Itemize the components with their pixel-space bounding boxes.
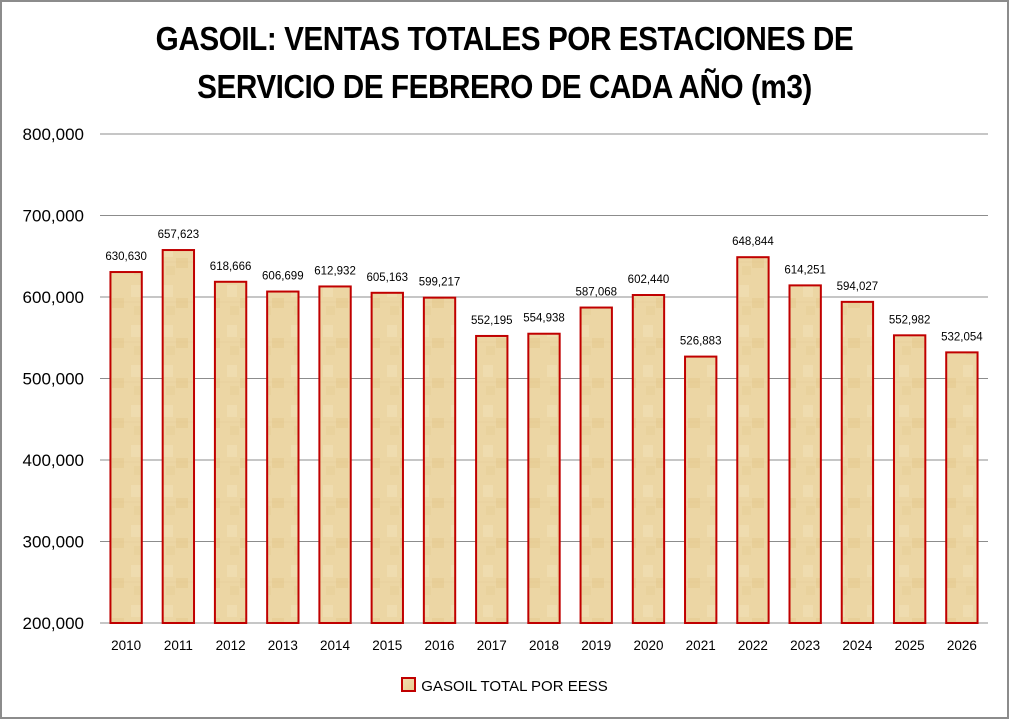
- bar-2018: [527, 332, 561, 624]
- data-label-2019: 587,068: [575, 287, 617, 299]
- x-tick-label: 2025: [895, 638, 925, 653]
- data-label-2018: 554,938: [523, 313, 565, 325]
- x-axis: 2010 2011 2012 2013 2014 2015 2016 2017 2018 2019…: [111, 638, 977, 653]
- chart-title-line-2: SERVICIO DE FEBRERO DE CADA AÑO (m3): [197, 68, 812, 105]
- x-tick-label: 2013: [268, 638, 298, 653]
- data-label-2017: 552,195: [471, 315, 513, 327]
- bar-2010: [109, 271, 143, 624]
- bar-2022: [736, 256, 770, 624]
- bar-2019: [579, 306, 613, 624]
- data-label-2014: 612,932: [314, 265, 356, 277]
- x-tick-label: 2026: [947, 638, 977, 653]
- data-label-2025: 552,982: [889, 314, 931, 326]
- x-tick-label: 2016: [425, 638, 455, 653]
- y-tick-label: 700,000: [23, 207, 84, 226]
- y-tick-label: 400,000: [23, 451, 84, 470]
- legend: GASOIL TOTAL POR EESS: [0, 677, 1009, 695]
- bar-2025: [892, 334, 927, 624]
- bar-2017: [475, 334, 509, 624]
- bar-2023: [788, 284, 822, 624]
- bar-2011: [161, 249, 196, 624]
- x-tick-label: 2020: [633, 638, 663, 653]
- y-tick-label: 500,000: [23, 370, 84, 389]
- x-tick-label: 2014: [320, 638, 351, 653]
- bar-2012: [213, 280, 248, 624]
- data-label-2012: 618,666: [210, 261, 252, 273]
- x-tick-label: 2017: [477, 638, 507, 653]
- legend-label: GASOIL TOTAL POR EESS: [421, 678, 608, 695]
- y-tick-label: 800,000: [23, 125, 84, 144]
- data-label-2023: 614,251: [784, 264, 826, 276]
- bar-2013: [266, 290, 300, 624]
- chart-title-line-1: GASOIL: VENTAS TOTALES POR ESTACIONES DE: [155, 20, 854, 57]
- data-label-2022: 648,844: [732, 236, 774, 248]
- x-tick-label: 2018: [529, 638, 559, 653]
- bar-2014: [318, 285, 352, 624]
- data-label-2024: 594,027: [837, 281, 879, 293]
- legend-swatch: [401, 677, 417, 692]
- bar-2021: [684, 355, 718, 624]
- x-tick-label: 2022: [738, 638, 768, 653]
- data-label-2020: 602,440: [628, 274, 670, 286]
- bar-2020: [631, 294, 666, 624]
- y-axis: 200,000 300,000 400,000 500,000 600,000 700,0…: [23, 125, 84, 633]
- x-tick-label: 2023: [790, 638, 820, 653]
- x-tick-label: 2024: [842, 638, 873, 653]
- y-tick-label: 200,000: [23, 614, 84, 633]
- data-label-2011: 657,623: [158, 229, 200, 241]
- x-tick-label: 2019: [581, 638, 611, 653]
- data-label-2015: 605,163: [367, 272, 409, 284]
- x-tick-label: 2010: [111, 638, 141, 653]
- x-tick-label: 2015: [372, 638, 402, 653]
- bar-2015: [370, 291, 404, 624]
- data-label-2010: 630,630: [105, 251, 147, 263]
- data-label-2021: 526,883: [680, 336, 722, 348]
- y-tick-label: 300,000: [23, 533, 84, 552]
- x-tick-label: 2012: [216, 638, 246, 653]
- x-tick-label: 2021: [686, 638, 716, 653]
- bar-2024: [840, 300, 875, 624]
- data-label-2016: 599,217: [419, 277, 461, 289]
- bars: [109, 249, 979, 624]
- data-labels: 630,630 657,623 618,666 606,699 612,932 605,1…: [105, 229, 983, 348]
- data-label-2013: 606,699: [262, 271, 304, 283]
- y-tick-label: 600,000: [23, 288, 84, 307]
- x-tick-label: 2011: [164, 638, 193, 653]
- data-label-2026: 532,054: [941, 331, 983, 343]
- bar-2016: [422, 296, 457, 624]
- bar-2026: [945, 351, 979, 624]
